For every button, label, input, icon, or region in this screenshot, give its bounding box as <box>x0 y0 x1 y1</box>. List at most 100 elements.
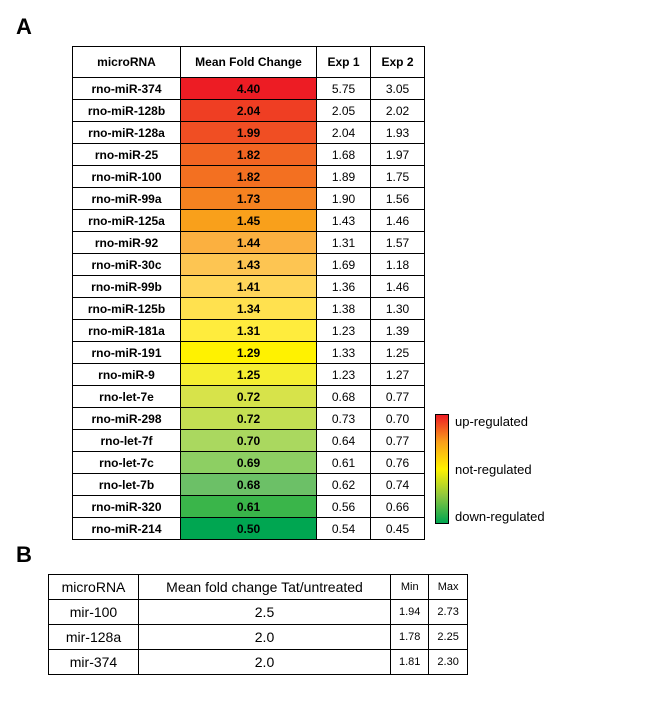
cell-mfc: 1.73 <box>181 188 317 210</box>
table-row: rno-miR-3744.405.753.05 <box>73 78 425 100</box>
table-row: rno-miR-99b1.411.361.46 <box>73 276 425 298</box>
legend-labels: up-regulated not-regulated down-regulate… <box>455 414 545 524</box>
cell-b-min: 1.81 <box>391 650 429 675</box>
cell-exp1: 1.36 <box>317 276 371 298</box>
header-b-max: Max <box>429 575 467 600</box>
cell-mfc: 1.45 <box>181 210 317 232</box>
cell-exp2: 0.76 <box>371 452 425 474</box>
legend-up: up-regulated <box>455 414 545 429</box>
cell-mfc: 1.29 <box>181 342 317 364</box>
table-row: rno-miR-1911.291.331.25 <box>73 342 425 364</box>
cell-exp1: 0.73 <box>317 408 371 430</box>
table-row: rno-let-7b0.680.620.74 <box>73 474 425 496</box>
cell-exp2: 0.77 <box>371 430 425 452</box>
header-b-min: Min <box>391 575 429 600</box>
table-row: mir-128a2.01.782.25 <box>49 625 468 650</box>
cell-exp1: 1.23 <box>317 364 371 386</box>
cell-mfc: 0.69 <box>181 452 317 474</box>
panel-a: microRNA Mean Fold Change Exp 1 Exp 2 rn… <box>12 46 637 540</box>
cell-microrna: rno-let-7b <box>73 474 181 496</box>
header-microrna: microRNA <box>73 47 181 78</box>
cell-b-max: 2.30 <box>429 650 467 675</box>
cell-exp1: 0.61 <box>317 452 371 474</box>
cell-microrna: rno-miR-99b <box>73 276 181 298</box>
cell-exp2: 3.05 <box>371 78 425 100</box>
cell-microrna: rno-miR-100 <box>73 166 181 188</box>
cell-exp2: 1.56 <box>371 188 425 210</box>
cell-mfc: 0.72 <box>181 386 317 408</box>
cell-b-max: 2.25 <box>429 625 467 650</box>
table-row: rno-miR-30c1.431.691.18 <box>73 254 425 276</box>
cell-mfc: 1.43 <box>181 254 317 276</box>
legend-down: down-regulated <box>455 509 545 524</box>
cell-exp1: 1.89 <box>317 166 371 188</box>
cell-b-mfc: 2.0 <box>139 650 391 675</box>
cell-b-min: 1.78 <box>391 625 429 650</box>
cell-exp2: 1.18 <box>371 254 425 276</box>
cell-exp2: 1.25 <box>371 342 425 364</box>
cell-exp2: 1.97 <box>371 144 425 166</box>
cell-microrna: rno-miR-30c <box>73 254 181 276</box>
cell-exp1: 1.90 <box>317 188 371 210</box>
table-row: rno-miR-91.251.231.27 <box>73 364 425 386</box>
cell-b-mfc: 2.5 <box>139 600 391 625</box>
table-b: microRNA Mean fold change Tat/untreated … <box>48 574 468 675</box>
header-b-microrna: microRNA <box>49 575 139 600</box>
table-row: rno-miR-2140.500.540.45 <box>73 518 425 540</box>
cell-mfc: 4.40 <box>181 78 317 100</box>
cell-microrna: rno-let-7e <box>73 386 181 408</box>
cell-exp2: 1.27 <box>371 364 425 386</box>
cell-microrna: rno-miR-92 <box>73 232 181 254</box>
cell-microrna: rno-miR-298 <box>73 408 181 430</box>
header-exp1: Exp 1 <box>317 47 371 78</box>
cell-exp1: 1.33 <box>317 342 371 364</box>
cell-exp1: 0.54 <box>317 518 371 540</box>
cell-microrna: rno-miR-374 <box>73 78 181 100</box>
cell-exp1: 0.64 <box>317 430 371 452</box>
cell-mfc: 2.04 <box>181 100 317 122</box>
cell-microrna: rno-miR-25 <box>73 144 181 166</box>
cell-mfc: 1.31 <box>181 320 317 342</box>
cell-exp2: 1.46 <box>371 210 425 232</box>
panel-a-label: A <box>16 14 637 40</box>
cell-mfc: 1.44 <box>181 232 317 254</box>
cell-exp1: 1.23 <box>317 320 371 342</box>
cell-microrna: rno-miR-181a <box>73 320 181 342</box>
table-row: rno-miR-921.441.311.57 <box>73 232 425 254</box>
cell-mfc: 1.41 <box>181 276 317 298</box>
cell-microrna: rno-miR-128b <box>73 100 181 122</box>
cell-microrna: rno-miR-191 <box>73 342 181 364</box>
cell-mfc: 1.82 <box>181 166 317 188</box>
cell-exp2: 1.93 <box>371 122 425 144</box>
legend-gradient-bar <box>435 414 449 524</box>
cell-exp1: 1.43 <box>317 210 371 232</box>
table-row: rno-let-7c0.690.610.76 <box>73 452 425 474</box>
cell-b-microrna: mir-128a <box>49 625 139 650</box>
table-row: rno-miR-1001.821.891.75 <box>73 166 425 188</box>
cell-b-microrna: mir-374 <box>49 650 139 675</box>
cell-microrna: rno-miR-125a <box>73 210 181 232</box>
table-row: rno-miR-125a1.451.431.46 <box>73 210 425 232</box>
table-row: rno-miR-251.821.681.97 <box>73 144 425 166</box>
cell-mfc: 0.68 <box>181 474 317 496</box>
header-b-mfc: Mean fold change Tat/untreated <box>139 575 391 600</box>
cell-exp2: 1.75 <box>371 166 425 188</box>
cell-exp1: 0.56 <box>317 496 371 518</box>
cell-exp2: 0.70 <box>371 408 425 430</box>
cell-mfc: 0.72 <box>181 408 317 430</box>
table-row: rno-let-7f0.700.640.77 <box>73 430 425 452</box>
cell-exp2: 0.45 <box>371 518 425 540</box>
cell-exp1: 0.68 <box>317 386 371 408</box>
table-row: mir-3742.01.812.30 <box>49 650 468 675</box>
header-mfc: Mean Fold Change <box>181 47 317 78</box>
cell-microrna: rno-miR-320 <box>73 496 181 518</box>
table-row: mir-1002.51.942.73 <box>49 600 468 625</box>
cell-b-microrna: mir-100 <box>49 600 139 625</box>
cell-exp2: 1.30 <box>371 298 425 320</box>
table-row: rno-let-7e0.720.680.77 <box>73 386 425 408</box>
cell-microrna: rno-miR-125b <box>73 298 181 320</box>
cell-exp2: 0.66 <box>371 496 425 518</box>
table-row: rno-miR-128a1.992.041.93 <box>73 122 425 144</box>
table-row: rno-miR-128b2.042.052.02 <box>73 100 425 122</box>
cell-mfc: 0.70 <box>181 430 317 452</box>
